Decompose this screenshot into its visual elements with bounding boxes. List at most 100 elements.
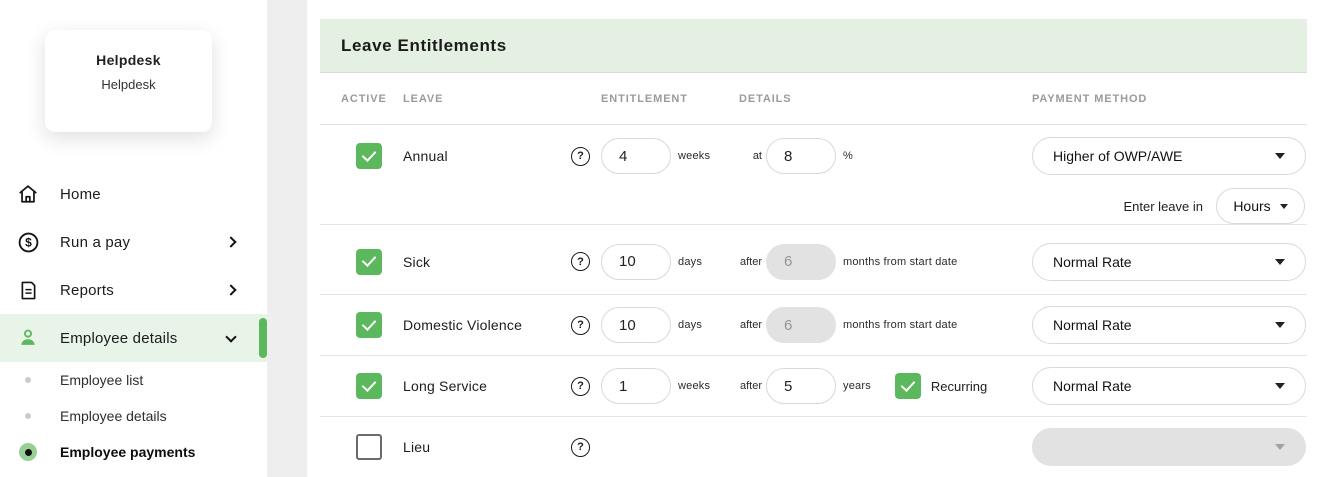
enter-leave-in-select[interactable]: Hours: [1216, 188, 1305, 224]
active-checkbox[interactable]: [356, 434, 382, 460]
active-checkbox[interactable]: [356, 248, 382, 275]
entitlement-input[interactable]: 1: [601, 368, 671, 404]
col-header-payment-method: PAYMENT METHOD: [1032, 92, 1148, 105]
caret-down-icon: [1275, 444, 1285, 450]
details-prefix: after: [739, 319, 762, 331]
chevron-right-icon: [225, 236, 237, 248]
active-checkbox[interactable]: [356, 143, 382, 169]
bullet-icon: [16, 413, 40, 419]
details-prefix: at: [752, 150, 762, 162]
sidebar-item-reports[interactable]: Reports: [0, 266, 267, 314]
sidebar: Helpdesk Helpdesk Home $ Ru: [0, 0, 267, 477]
col-header-active: ACTIVE: [341, 92, 387, 105]
company-subtitle: Helpdesk: [101, 77, 156, 92]
leave-name: Long Service: [403, 378, 488, 394]
company-card[interactable]: Helpdesk Helpdesk: [45, 30, 212, 132]
payment-method-select[interactable]: Higher of OWP/AWE: [1032, 137, 1306, 175]
sidebar-item-run-a-pay[interactable]: $ Run a pay: [0, 218, 267, 266]
details-suffix: years: [843, 380, 871, 392]
person-icon: [16, 326, 40, 350]
check-icon: [361, 315, 377, 331]
leave-name: Sick: [403, 253, 431, 270]
help-icon[interactable]: ?: [571, 437, 590, 457]
details-suffix: months from start date: [843, 319, 958, 331]
entitlement-input[interactable]: 10: [601, 307, 671, 343]
payment-method-value: Normal Rate: [1053, 253, 1132, 270]
col-header-details: DETAILS: [739, 92, 792, 105]
caret-down-icon: [1275, 153, 1285, 159]
report-icon: [16, 278, 40, 302]
entitlement-input[interactable]: 10: [601, 243, 671, 280]
sidebar-item-home[interactable]: Home: [0, 170, 267, 218]
table-row-sick: Sick ? 10 days after 6 months from start…: [320, 225, 1307, 295]
sidebar-item-label: Employee details: [60, 329, 178, 347]
sidebar-item-employee-details[interactable]: Employee details: [0, 314, 267, 362]
details-prefix: after: [739, 380, 762, 392]
check-icon: [900, 376, 916, 392]
payment-method-select[interactable]: Normal Rate: [1032, 242, 1306, 281]
sidebar-subitem-label: Employee list: [60, 372, 144, 388]
details-input-disabled: 6: [766, 243, 836, 280]
check-icon: [361, 376, 377, 392]
check-icon: [361, 252, 377, 267]
help-icon[interactable]: ?: [571, 315, 590, 335]
col-header-leave: LEAVE: [403, 92, 444, 105]
entitlement-unit: weeks: [678, 150, 711, 162]
sidebar-subitem-employee-details[interactable]: Employee details: [0, 398, 267, 434]
svg-text:$: $: [25, 235, 32, 249]
caret-down-icon: [1275, 258, 1285, 265]
payment-method-value: Normal Rate: [1053, 378, 1132, 394]
leave-name: Lieu: [403, 439, 431, 455]
sidebar-item-label: Home: [60, 185, 101, 203]
section-header: Leave Entitlements: [320, 19, 1307, 73]
payment-method-select[interactable]: Normal Rate: [1032, 367, 1306, 405]
chevron-right-icon: [225, 284, 237, 296]
entitlement-unit: days: [678, 255, 703, 268]
payment-method-select-disabled: [1032, 428, 1306, 466]
active-checkbox[interactable]: [356, 373, 382, 399]
main-panel: Leave Entitlements ACTIVE LEAVE ENTITLEM…: [307, 0, 1323, 477]
payment-method-value: Normal Rate: [1053, 317, 1132, 333]
help-icon[interactable]: ?: [571, 146, 590, 166]
sidebar-subitem-employee-list[interactable]: Employee list: [0, 362, 267, 398]
leave-name: Annual: [403, 148, 448, 164]
entitlement-input[interactable]: 4: [601, 138, 671, 174]
caret-down-icon: [1275, 322, 1285, 328]
dollar-icon: $: [16, 230, 40, 254]
company-name: Helpdesk: [96, 52, 161, 68]
active-indicator-bar: [259, 318, 267, 358]
entitlement-unit: days: [678, 319, 703, 331]
leave-entitlements-table: ACTIVE LEAVE ENTITLEMENT DETAILS PAYMENT…: [320, 73, 1307, 477]
details-suffix: months from start date: [843, 255, 958, 268]
content-gap-divider: [267, 0, 307, 477]
entitlement-unit: weeks: [678, 380, 711, 392]
recurring-label: Recurring: [930, 378, 988, 394]
leave-name: Domestic Violence: [403, 317, 523, 333]
chevron-down-icon: [225, 330, 237, 343]
table-header-row: ACTIVE LEAVE ENTITLEMENT DETAILS PAYMENT…: [320, 73, 1307, 125]
home-icon: [16, 182, 40, 206]
help-icon[interactable]: ?: [571, 252, 590, 271]
sidebar-subitem-employee-payments[interactable]: Employee payments: [0, 434, 267, 470]
caret-down-icon: [1275, 383, 1285, 389]
details-input[interactable]: 8: [766, 138, 836, 174]
table-row-lieu: Lieu ?: [320, 417, 1307, 477]
help-icon[interactable]: ?: [571, 376, 590, 396]
active-checkbox[interactable]: [356, 312, 382, 338]
payment-method-select[interactable]: Normal Rate: [1032, 306, 1306, 344]
selected-radio-icon: [16, 443, 40, 461]
payment-method-value: Higher of OWP/AWE: [1053, 148, 1183, 164]
recurring-checkbox[interactable]: [894, 373, 921, 399]
table-row-long-service: Long Service ? 1 weeks after 5 years Rec…: [320, 356, 1307, 417]
details-suffix: %: [843, 150, 853, 162]
details-prefix: after: [739, 255, 762, 268]
col-header-entitlement: ENTITLEMENT: [601, 92, 688, 105]
caret-down-icon: [1279, 203, 1288, 209]
check-icon: [361, 146, 377, 162]
details-input[interactable]: 5: [766, 368, 836, 404]
table-row-annual: Annual ? 4 weeks at 8 % Higher of OWP/AW…: [320, 125, 1307, 225]
sidebar-item-label: Reports: [60, 281, 114, 299]
sidebar-subitem-label: Employee payments: [60, 444, 196, 460]
details-input-disabled: 6: [766, 307, 836, 343]
